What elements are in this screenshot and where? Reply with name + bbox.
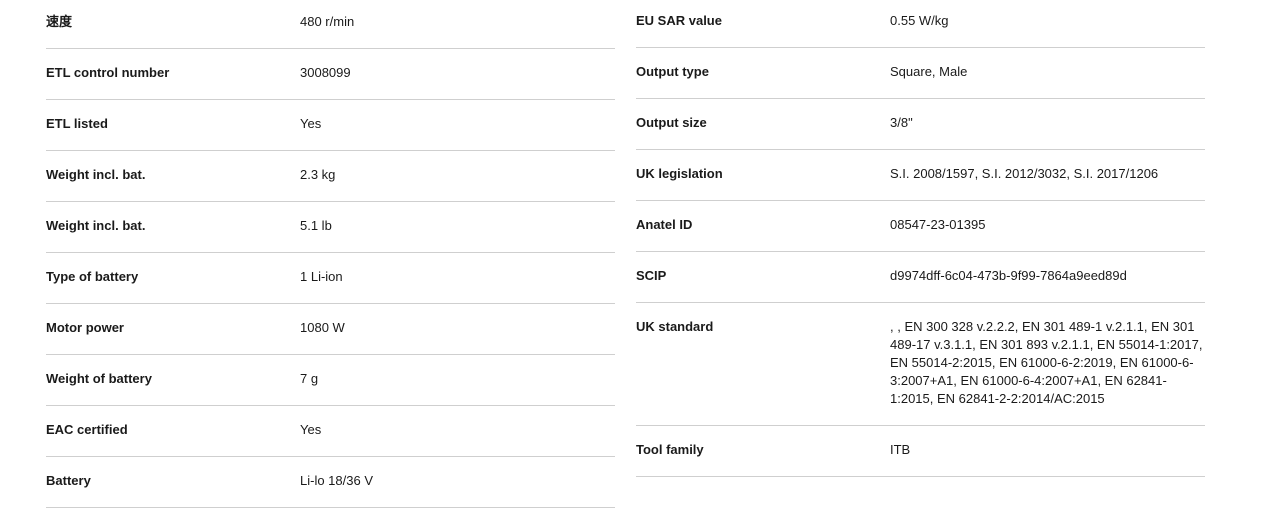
spec-label: 速度 xyxy=(46,14,73,29)
spec-row: SCIP d9974dff-6c04-473b-9f99-7864a9eed89d xyxy=(636,252,1205,303)
spec-row: Tool family ITB xyxy=(636,426,1205,477)
spec-table-left: 速度 480 r/min ETL control number 3008099 ETL … xyxy=(46,0,615,508)
spec-label: UK legislation xyxy=(636,166,723,181)
spec-value: 0.55 W/kg xyxy=(890,13,949,28)
spec-row: ETL listed Yes xyxy=(46,100,615,151)
spec-value: 3008099 xyxy=(300,65,351,80)
spec-row: Anatel ID 08547-23-01395 xyxy=(636,201,1205,252)
spec-value: 08547-23-01395 xyxy=(890,217,986,232)
spec-label: Type of battery xyxy=(46,269,139,284)
spec-value: Yes xyxy=(300,116,322,131)
spec-row: UK standard , , EN 300 328 v.2.2.2, EN 30… xyxy=(636,303,1205,426)
spec-value: , , EN 300 328 v.2.2.2, EN 301 489-1 v.2… xyxy=(890,319,1203,406)
spec-value: 2.3 kg xyxy=(300,167,336,182)
spec-label: Tool family xyxy=(636,442,704,457)
spec-value: 1 Li-ion xyxy=(300,269,343,284)
spec-row: Motor power 1080 W xyxy=(46,304,615,355)
spec-value: Li-lo 18/36 V xyxy=(300,473,373,488)
spec-label: SCIP xyxy=(636,268,667,283)
spec-row: Output type Square, Male xyxy=(636,48,1205,99)
spec-label: Battery xyxy=(46,473,91,488)
spec-row: EU SAR value 0.55 W/kg xyxy=(636,0,1205,48)
spec-label: Output size xyxy=(636,115,707,130)
spec-label: UK standard xyxy=(636,319,714,334)
spec-value: Yes xyxy=(300,422,322,437)
spec-table-right: EU SAR value 0.55 W/kg Output type Square, … xyxy=(636,0,1205,477)
spec-label: Weight of battery xyxy=(46,371,152,386)
spec-label: EAC certified xyxy=(46,422,128,437)
spec-value: 3/8" xyxy=(890,115,913,130)
spec-value: 5.1 lb xyxy=(300,218,332,233)
spec-label: ETL control number xyxy=(46,65,170,80)
spec-value: 480 r/min xyxy=(300,14,355,29)
spec-value: d9974dff-6c04-473b-9f99-7864a9eed89d xyxy=(890,268,1127,283)
spec-row: UK legislation S.I. 2008/1597, S.I. 2012/… xyxy=(636,150,1205,201)
spec-row: Type of battery 1 Li-ion xyxy=(46,253,615,304)
spec-label: Weight incl. bat. xyxy=(46,167,146,182)
spec-label: Anatel ID xyxy=(636,217,693,232)
spec-row: Weight of battery 7 g xyxy=(46,355,615,406)
spec-row: EAC certified Yes xyxy=(46,406,615,457)
spec-label: Weight incl. bat. xyxy=(46,218,146,233)
spec-value: Square, Male xyxy=(890,64,968,79)
spec-row: Weight incl. bat. 5.1 lb xyxy=(46,202,615,253)
spec-value: 7 g xyxy=(300,371,319,386)
spec-row: Weight incl. bat. 2.3 kg xyxy=(46,151,615,202)
spec-label: Motor power xyxy=(46,320,124,335)
spec-value: ITB xyxy=(890,442,911,457)
spec-label: EU SAR value xyxy=(636,13,722,28)
spec-row: ETL control number 3008099 xyxy=(46,49,615,100)
spec-row: 速度 480 r/min xyxy=(46,0,615,49)
spec-row: Output size 3/8" xyxy=(636,99,1205,150)
spec-value: S.I. 2008/1597, S.I. 2012/3032, S.I. 201… xyxy=(890,166,1159,181)
spec-label: ETL listed xyxy=(46,116,108,131)
spec-row: Battery Li-lo 18/36 V xyxy=(46,457,615,508)
spec-label: Output type xyxy=(636,64,709,79)
spec-value: 1080 W xyxy=(300,320,345,335)
